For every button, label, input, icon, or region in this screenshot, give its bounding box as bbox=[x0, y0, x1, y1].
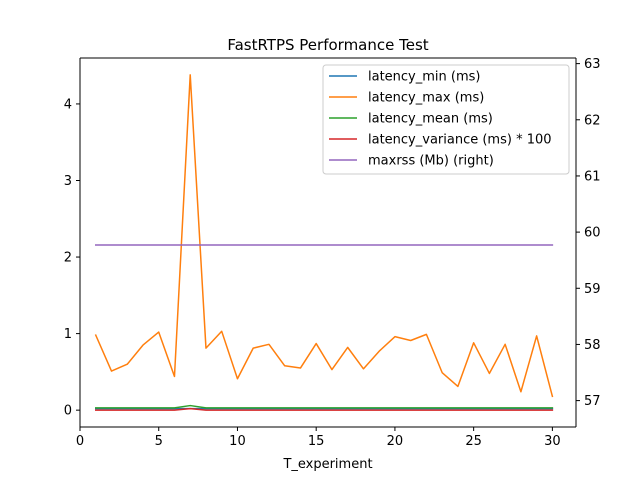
x-tick-label: 10 bbox=[229, 434, 246, 449]
ticks-layer: 0 5 10 15 20 25 30 0 1 2 3 4 57 58 59 60 61 62 63 bbox=[64, 57, 601, 449]
legend-label-2: latency_mean (ms) bbox=[368, 112, 493, 127]
legend-label-4: maxrss (Mb) (right) bbox=[368, 154, 494, 169]
y-right-tick-label: 63 bbox=[584, 57, 601, 72]
series-layer bbox=[94, 74, 554, 411]
y-tick-label: 3 bbox=[64, 174, 72, 189]
chart-title: FastRTPS Performance Test bbox=[227, 36, 428, 54]
legend-items: latency_min (ms) latency_max (ms) latency_… bbox=[329, 70, 552, 169]
legend: latency_min (ms) latency_max (ms) latency_… bbox=[322, 64, 570, 175]
x-tick-label: 30 bbox=[544, 434, 561, 449]
y-right-tick-label: 58 bbox=[584, 338, 601, 353]
x-tick-label: 15 bbox=[308, 434, 325, 449]
y-tick-label: 4 bbox=[64, 97, 72, 112]
y-right-tick-label: 61 bbox=[584, 169, 601, 184]
y-tick-label: 0 bbox=[64, 404, 72, 419]
series-line-1 bbox=[94, 74, 554, 398]
y-right-tick-label: 59 bbox=[584, 282, 601, 297]
legend-label-0: latency_min (ms) bbox=[368, 70, 480, 85]
y-tick-label: 1 bbox=[64, 327, 72, 342]
y-right-tick-label: 60 bbox=[584, 226, 601, 241]
y-tick-label: 2 bbox=[64, 251, 72, 266]
x-tick-label: 5 bbox=[155, 434, 163, 449]
x-axis-label: T_experiment bbox=[282, 457, 372, 472]
x-tick-label: 25 bbox=[465, 434, 482, 449]
y-right-tick-label: 57 bbox=[584, 394, 601, 409]
x-tick-label: 0 bbox=[76, 434, 84, 449]
y-right-tick-label: 62 bbox=[584, 113, 601, 128]
x-tick-label: 20 bbox=[387, 434, 404, 449]
legend-frame bbox=[322, 64, 570, 175]
series-line-3 bbox=[95, 407, 554, 411]
series-line-2 bbox=[95, 404, 554, 409]
legend-label-3: latency_variance (ms) * 100 bbox=[368, 133, 552, 148]
legend-label-1: latency_max (ms) bbox=[368, 91, 484, 106]
